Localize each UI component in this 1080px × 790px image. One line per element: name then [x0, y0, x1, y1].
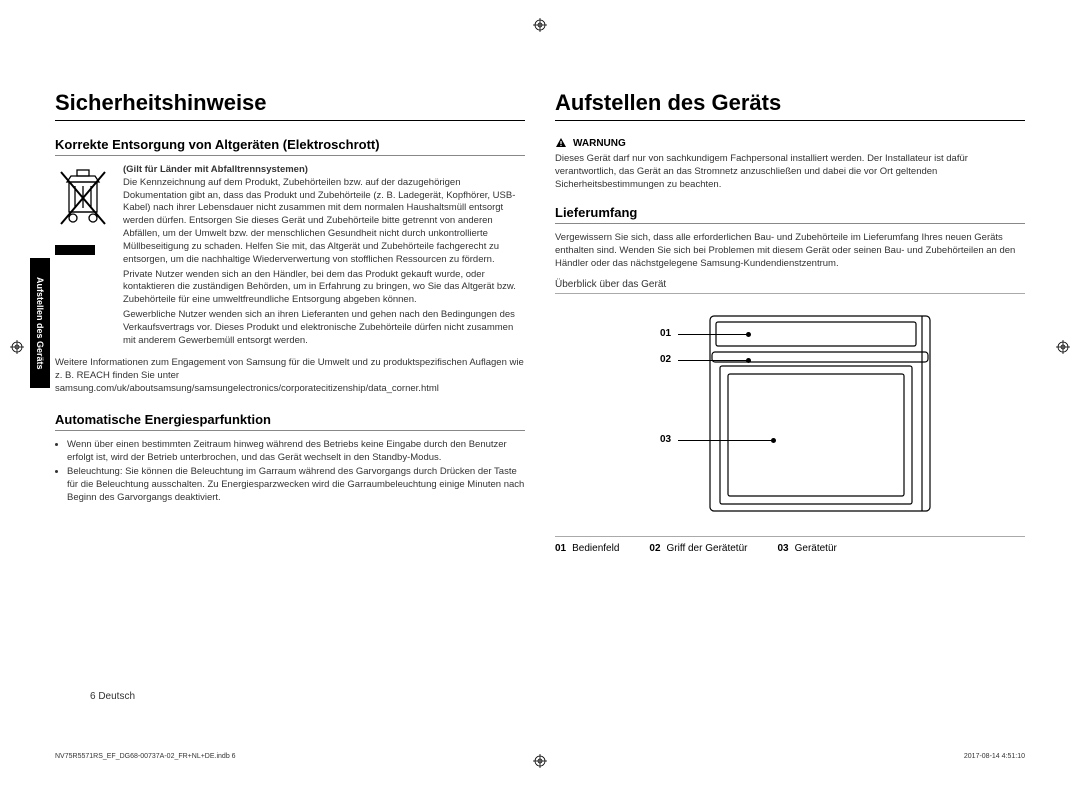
warning-label: WARNUNG: [573, 138, 626, 149]
left-column: Sicherheitshinweise Korrekte Entsorgung …: [55, 90, 525, 554]
section-energy: Automatische Energiesparfunktion: [55, 412, 525, 431]
energy-bullets: Wenn über einen bestimmten Zeitraum hinw…: [55, 439, 525, 505]
disposal-para3: Gewerbliche Nutzer wenden sich an ihren …: [123, 309, 525, 347]
disposal-para1: Die Kennzeichnung auf dem Produkt, Zubeh…: [123, 177, 525, 267]
print-filename: NV75R5571RS_EF_DG68-00737A-02_FR+NL+DE.i…: [55, 753, 236, 760]
page-number: 6 Deutsch: [90, 691, 135, 702]
applies-note: (Gilt für Länder mit Abfalltrennsystemen…: [123, 164, 525, 177]
scope-para: Vergewissern Sie sich, dass alle erforde…: [555, 232, 1025, 270]
right-column: Aufstellen des Geräts WARNUNG Dieses Ger…: [555, 90, 1025, 554]
energy-bullet-1: Wenn über einen bestimmten Zeitraum hinw…: [67, 439, 525, 465]
reach-para: Weitere Informationen zum Engagement von…: [55, 357, 525, 395]
callout-02: 02: [660, 354, 671, 365]
legend-02: 02Griff der Gerätetür: [649, 543, 747, 554]
callout-03: 03: [660, 434, 671, 445]
warning-icon: [555, 137, 567, 149]
callout-01: 01: [660, 328, 671, 339]
overview-label: Überblick über das Gerät: [555, 279, 1025, 294]
legend-03: 03Gerätetür: [777, 543, 836, 554]
registration-mark-icon: [10, 340, 24, 354]
legend-01: 01Bedienfeld: [555, 543, 619, 554]
warning-text: Dieses Gerät darf nur von sachkundigem F…: [555, 153, 1025, 191]
section-disposal: Korrekte Entsorgung von Altgeräten (Elek…: [55, 137, 525, 156]
side-tab: Aufstellen des Geräts: [30, 258, 50, 388]
section-scope: Lieferumfang: [555, 205, 1025, 224]
weee-bar-icon: [55, 245, 95, 255]
registration-mark-icon: [533, 754, 547, 768]
registration-mark-icon: [533, 18, 547, 32]
legend-row: 01Bedienfeld 02Griff der Gerätetür 03Ger…: [555, 536, 1025, 554]
left-title: Sicherheitshinweise: [55, 90, 525, 121]
weee-bin-icon: [55, 164, 111, 234]
right-title: Aufstellen des Geräts: [555, 90, 1025, 121]
energy-bullet-2: Beleuchtung: Sie können die Beleuchtung …: [67, 466, 525, 504]
registration-mark-icon: [1056, 340, 1070, 354]
print-timestamp: 2017-08-14 4:51:10: [964, 753, 1025, 760]
disposal-para2: Private Nutzer wenden sich an den Händle…: [123, 269, 525, 307]
oven-diagram: 01 02 03: [630, 304, 950, 524]
